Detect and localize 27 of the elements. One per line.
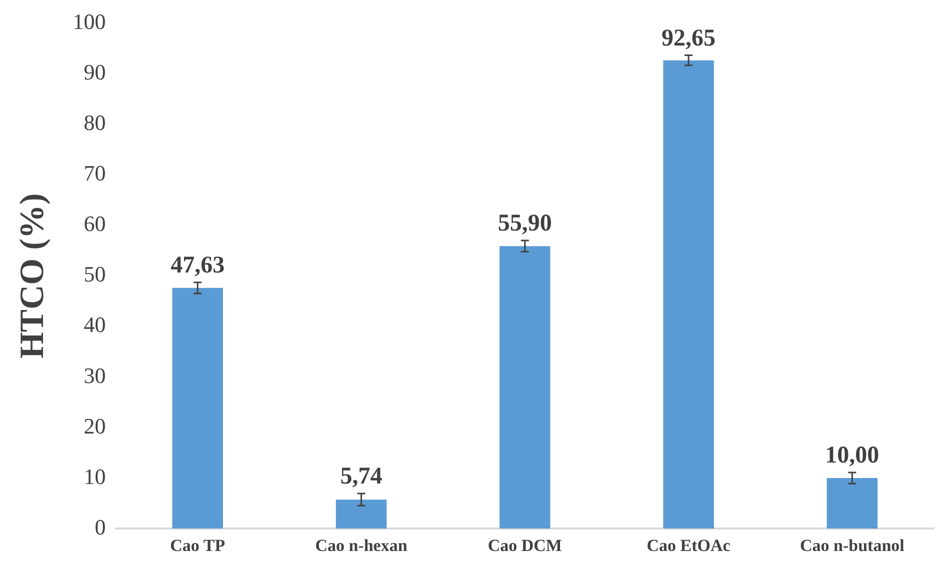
y-tick-label: 50: [84, 262, 106, 287]
data-label: 55,90: [498, 210, 552, 237]
data-label: 92,65: [662, 25, 716, 52]
y-axis-title: HTCO (%): [14, 193, 52, 359]
bar: [336, 500, 387, 529]
y-tick-label: 20: [84, 413, 106, 438]
bar: [826, 478, 878, 529]
y-tick-label: 0: [94, 514, 106, 540]
y-tick-label: 60: [84, 211, 106, 236]
data-label: 10,00: [825, 442, 880, 469]
y-tick-label: 10: [84, 464, 106, 489]
y-tick-label: 90: [84, 60, 106, 85]
y-tick-label: 30: [84, 362, 106, 388]
x-tick-label: Cao EtOAc: [646, 536, 731, 556]
bar: [663, 60, 714, 529]
bar: [500, 246, 550, 529]
x-tick-label: Cao n-butanol: [800, 536, 905, 556]
bar: [172, 288, 223, 529]
data-label: 5,74: [340, 464, 382, 490]
y-tick-label: 80: [84, 110, 106, 136]
y-tick-label: 70: [84, 160, 106, 186]
y-tick-label: 40: [84, 312, 106, 338]
x-tick-label: Cao TP: [170, 536, 226, 556]
data-label: 47,63: [170, 252, 225, 279]
x-tick-label: Cao DCM: [488, 536, 562, 556]
y-tick-label: 100: [72, 8, 106, 34]
x-tick-label: Cao n-hexan: [315, 536, 408, 556]
